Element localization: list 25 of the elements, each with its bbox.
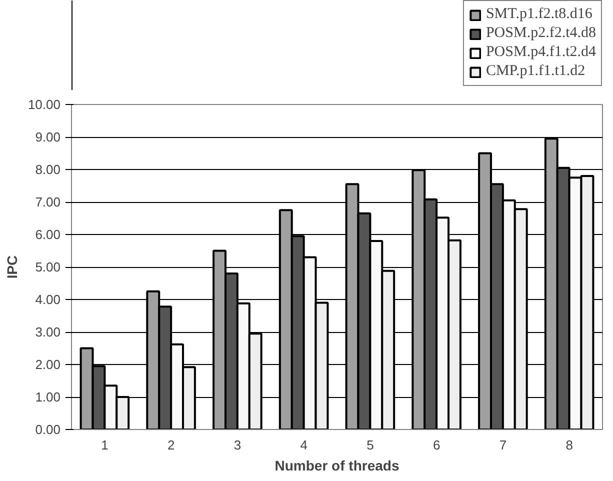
x-tick-label: 1	[101, 438, 108, 452]
y-tick-label: 2.00	[35, 357, 61, 372]
y-tick-label: 0.00	[35, 422, 61, 437]
x-tick-label: 7	[499, 438, 507, 452]
y-tick-label: 10.00	[28, 97, 61, 112]
y-tick-label: 6.00	[35, 227, 61, 242]
y-tick-label: 3.00	[35, 324, 61, 340]
y-axis-title: IPC	[4, 255, 20, 279]
legend-label: POSM.p4.f1.t2.d4	[486, 44, 596, 61]
x-tick-label: 2	[167, 438, 175, 452]
y-tick-label: 9.00	[35, 130, 61, 144]
x-tick-label: 4	[300, 438, 308, 452]
x-tick-label: 8	[566, 438, 573, 452]
y-tick-label: 7.00	[35, 194, 61, 210]
legend-label: SMT.p1.f2.t8.d16	[486, 6, 592, 23]
y-tick-label: 4.00	[35, 292, 61, 307]
legend-label: CMP.p1.f1.t1.d2	[486, 63, 586, 80]
x-tick-label: 5	[366, 438, 374, 452]
x-tick-label: 3	[234, 438, 242, 452]
y-tick-label: 1.00	[35, 390, 61, 404]
y-tick-label: 5.00	[35, 260, 61, 274]
y-tick-label: 8.00	[35, 162, 61, 177]
x-tick-label: 6	[432, 438, 440, 452]
legend-label: POSM.p2.f2.t4.d8	[486, 25, 596, 42]
x-axis-title: Number of threads	[274, 458, 400, 474]
